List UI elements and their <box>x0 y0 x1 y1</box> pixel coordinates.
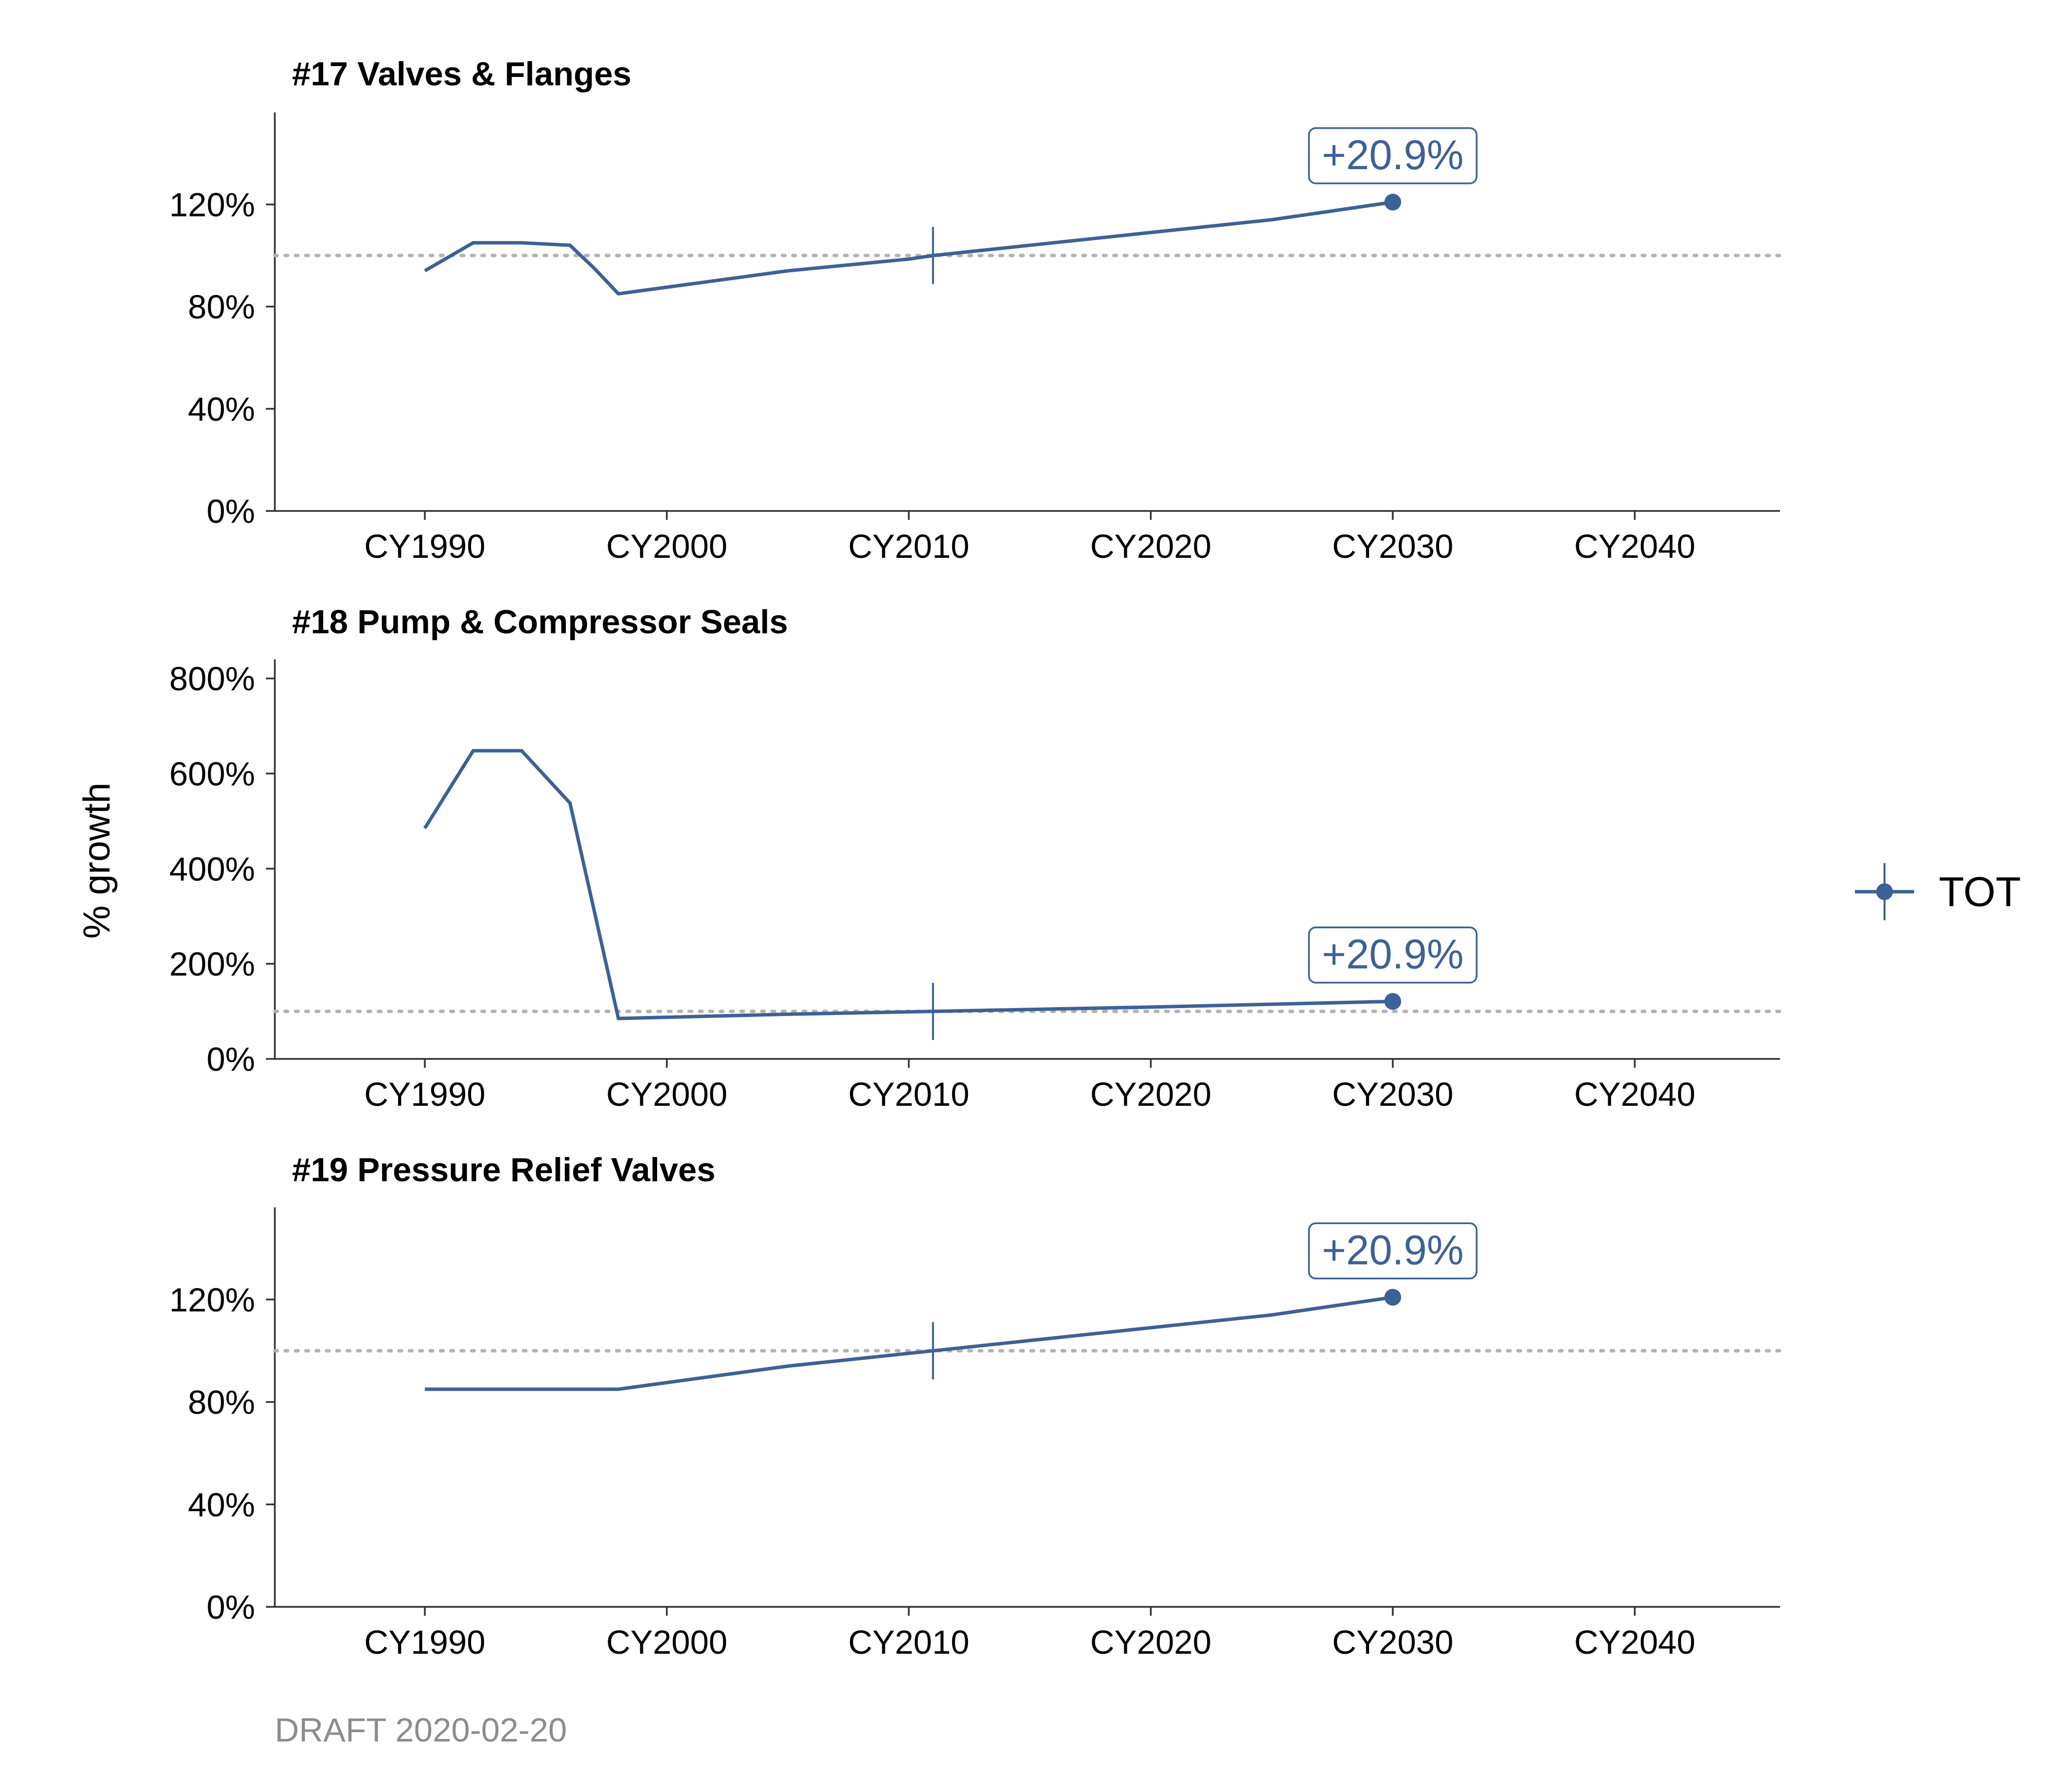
y-axis-label: % growth <box>76 783 118 939</box>
y-tick-label: 40% <box>188 391 255 428</box>
x-tick-label: CY2010 <box>848 528 969 565</box>
callout-box <box>1308 127 1478 184</box>
legend-marker <box>1876 883 1893 900</box>
x-tick-label: CY2030 <box>1332 1624 1453 1661</box>
x-tick-label: CY2040 <box>1574 1076 1696 1113</box>
y-tick-label: 0% <box>207 493 255 530</box>
y-tick-label: 80% <box>188 1384 255 1421</box>
panels: #17 Valves & Flanges 0% 40% 80% 120% CY1990 CY… <box>169 55 1782 1661</box>
series-line-tot <box>425 1295 1393 1391</box>
x-tick-label: CY2010 <box>848 1624 969 1661</box>
y-tick-label: 40% <box>188 1486 255 1524</box>
legend-label-tot: TOT <box>1939 869 2021 915</box>
y-tick-label: 120% <box>169 186 255 223</box>
panel-title: #17 Valves & Flanges <box>292 55 631 93</box>
callout-box <box>1308 926 1478 984</box>
x-tick-label: CY1990 <box>364 1076 485 1113</box>
x-tick-label: CY1990 <box>364 1624 485 1661</box>
x-tick-label: CY2000 <box>606 528 728 565</box>
panel-title: #18 Pump & Compressor Seals <box>292 603 788 641</box>
y-tick-label: 80% <box>188 289 255 326</box>
panel-2: #18 Pump & Compressor Seals 0% 200% 400% 600… <box>169 603 1782 1113</box>
series-line-tot <box>423 749 1393 1020</box>
y-tick-label: 120% <box>169 1281 255 1319</box>
x-tick-label: CY2010 <box>848 1076 969 1113</box>
end-point <box>1384 193 1402 211</box>
y-tick-label: 800% <box>169 660 255 698</box>
panel-3: #19 Pressure Relief Valves 0% 40% 80% 120% CY… <box>169 1151 1782 1661</box>
series-line-tot <box>424 200 1393 296</box>
y-tick-label: 0% <box>207 1041 255 1078</box>
callout-box <box>1308 1222 1478 1279</box>
y-tick-label: 0% <box>207 1589 255 1626</box>
callout-label: +20.9% <box>1322 132 1464 178</box>
y-tick-label: 600% <box>169 755 255 793</box>
x-tick-label: CY1990 <box>364 528 485 565</box>
callout-label: +20.9% <box>1322 931 1464 977</box>
x-tick-label: CY2000 <box>606 1076 728 1113</box>
x-tick-label: CY2020 <box>1090 1076 1212 1113</box>
legend: TOT <box>1855 863 2021 920</box>
end-point <box>1384 1289 1402 1306</box>
x-tick-label: CY2030 <box>1332 1076 1453 1113</box>
draft-footer: DRAFT 2020-02-20 <box>275 1711 567 1749</box>
end-point <box>1384 993 1402 1010</box>
x-tick-label: CY2040 <box>1574 528 1696 565</box>
x-tick-label: CY2030 <box>1332 528 1453 565</box>
y-tick-label: 200% <box>169 945 255 983</box>
panel-title: #19 Pressure Relief Valves <box>292 1151 715 1189</box>
x-tick-label: CY2040 <box>1574 1624 1696 1661</box>
panel-1: #17 Valves & Flanges 0% 40% 80% 120% CY1990 CY… <box>169 55 1782 565</box>
y-tick-label: 400% <box>169 850 255 888</box>
callout-label: +20.9% <box>1322 1227 1464 1273</box>
x-tick-label: CY2000 <box>606 1624 728 1661</box>
x-tick-label: CY2020 <box>1090 528 1212 565</box>
x-tick-label: CY2020 <box>1090 1624 1212 1661</box>
